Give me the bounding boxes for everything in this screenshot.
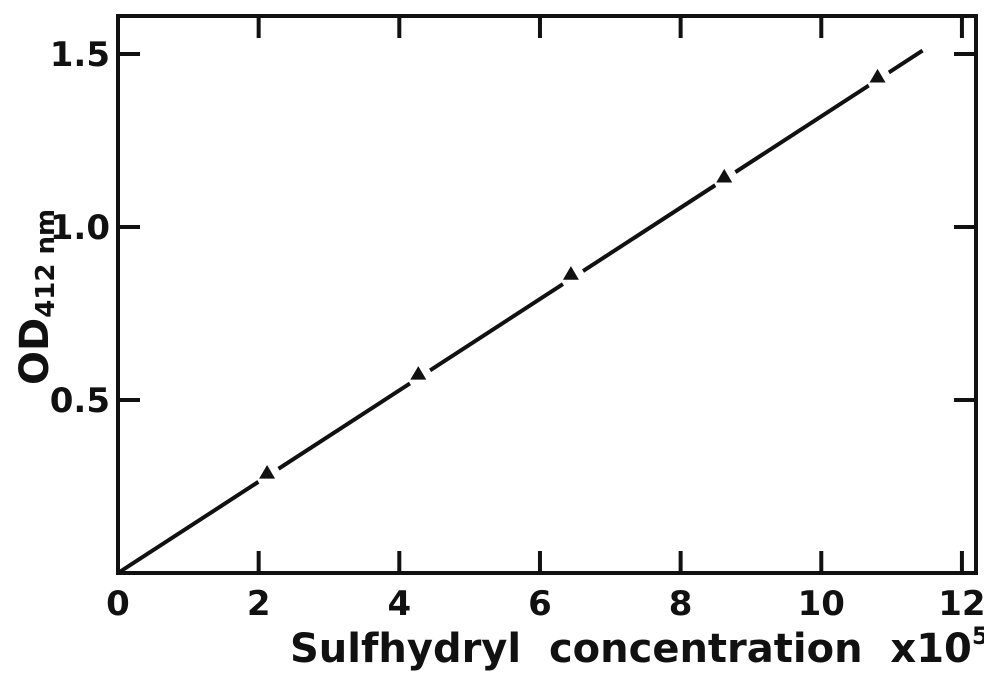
y-axis-label: OD412 nm (12, 209, 61, 385)
x-axis-label-text: Sulfhydryl concentration x10 (290, 626, 972, 672)
x-axis-label-superscript: 5 (972, 622, 984, 650)
y-axis-label-subscript: 412 nm (31, 209, 61, 318)
x-tick-label: 2 (247, 584, 271, 624)
y-axis-label-text: OD (12, 318, 58, 385)
data-point (716, 168, 733, 183)
x-tick-label: 8 (669, 584, 693, 624)
x-tick-label: 10 (798, 584, 845, 624)
x-tick-label: 4 (387, 584, 411, 624)
plot-frame (116, 14, 978, 575)
x-axis-label: Sulfhydryl concentration x105M (290, 622, 984, 672)
x-tick-label: 12 (938, 584, 984, 624)
y-tick-label: 1.0 (50, 208, 110, 248)
x-tick-label: 0 (106, 584, 130, 624)
data-point (869, 68, 886, 83)
data-point (562, 266, 579, 280)
y-tick-label: 0.5 (50, 381, 110, 421)
data-point (259, 465, 276, 479)
y-tick-label: 1.5 (50, 35, 110, 75)
x-tick-label: 6 (528, 584, 552, 624)
data-point (410, 366, 427, 380)
fit-line (116, 48, 924, 575)
